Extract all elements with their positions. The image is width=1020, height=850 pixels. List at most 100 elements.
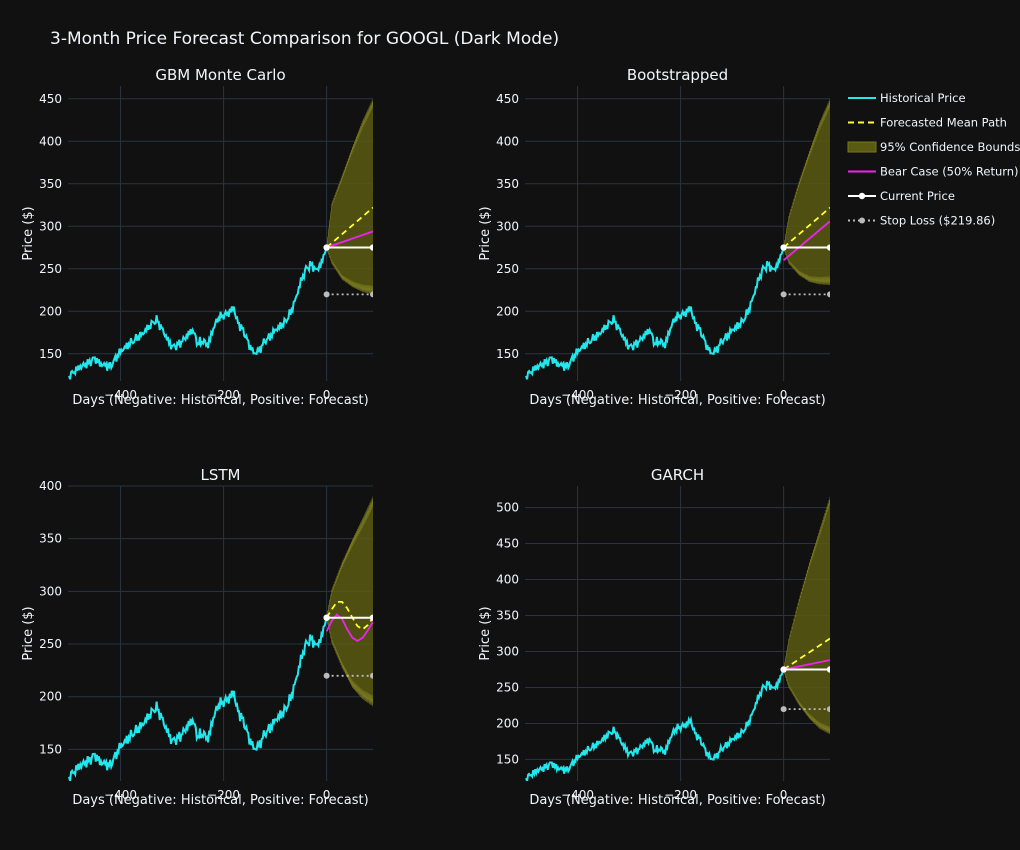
- x-tick-label: −200: [207, 388, 240, 402]
- x-tick-label: 0: [323, 788, 331, 802]
- subplot-title: GARCH: [651, 466, 704, 484]
- current-price-marker: [323, 244, 330, 251]
- bear-case-line: [326, 230, 373, 249]
- stop-loss-marker: [323, 672, 330, 679]
- x-tick-label: 0: [323, 388, 331, 402]
- y-tick-label: 200: [496, 304, 519, 318]
- legend-label: Bear Case (50% Return): [880, 165, 1019, 179]
- legend-item-stop[interactable]: Stop Loss ($219.86): [848, 214, 995, 228]
- current-price-marker: [826, 666, 830, 673]
- current-price-marker: [780, 244, 787, 251]
- y-tick-label: 300: [39, 219, 62, 233]
- stop-loss-marker: [323, 291, 330, 298]
- x-tick-label: −400: [561, 388, 594, 402]
- y-tick-label: 350: [496, 609, 519, 623]
- subplots: 150 200 250 300 350 400 450 −400 −200 0 GBM Monte …: [21, 66, 830, 808]
- legend-swatch: [847, 141, 877, 153]
- mean-path-line: [783, 206, 830, 249]
- stop-loss-marker: [370, 672, 373, 679]
- y-tick-label: 150: [39, 742, 62, 756]
- legend-label: Stop Loss ($219.86): [880, 214, 995, 228]
- y-tick-label: 250: [39, 262, 62, 276]
- historical-price-line: [68, 617, 328, 781]
- historical-price-line: [68, 247, 328, 380]
- historical-price-line: [525, 669, 785, 781]
- subplot-lstm: 150 200 250 300 350 400 −400 −200 0 LSTM Days (Neg…: [21, 466, 373, 808]
- mean-path-line: [326, 206, 373, 249]
- x-tick-label: −200: [664, 788, 697, 802]
- y-tick-label: 350: [39, 177, 62, 191]
- y-tick-label: 500: [496, 501, 519, 515]
- y-tick-label: 250: [496, 262, 519, 276]
- y-tick-label: 400: [39, 134, 62, 148]
- y-tick-label: 450: [496, 92, 519, 106]
- confidence-band: [783, 496, 830, 735]
- y-tick-label: 400: [496, 573, 519, 587]
- legend: Historical Price Forecasted Mean Path 95% …: [847, 91, 1020, 228]
- legend-item-band[interactable]: 95% Confidence Bounds: [847, 140, 1020, 154]
- stop-loss-marker: [827, 706, 830, 713]
- legend-label: Forecasted Mean Path: [880, 116, 1007, 130]
- legend-item-current[interactable]: Current Price: [848, 189, 955, 203]
- y-tick-label: 200: [39, 690, 62, 704]
- plot-area: [525, 496, 830, 781]
- stop-loss-marker: [780, 291, 787, 298]
- x-tick-label: −400: [561, 788, 594, 802]
- x-tick-label: −400: [104, 388, 137, 402]
- x-tick-label: 0: [780, 388, 788, 402]
- plot-area: [68, 98, 373, 380]
- x-tick-label: −400: [104, 788, 137, 802]
- current-price-marker: [780, 666, 787, 673]
- subplot-title: LSTM: [201, 466, 241, 484]
- stop-loss-marker: [780, 706, 787, 713]
- x-axis-label: Days (Negative: Historical, Positive: Fo…: [72, 393, 368, 408]
- legend-label: 95% Confidence Bounds: [880, 140, 1020, 154]
- y-tick-label: 250: [496, 680, 519, 694]
- historical-price-line: [525, 247, 785, 380]
- y-tick-label: 450: [496, 537, 519, 551]
- confidence-band: [326, 496, 373, 707]
- subplot-gbm-monte-carlo: 150 200 250 300 350 400 450 −400 −200 0 GBM Monte …: [21, 66, 373, 408]
- y-axis-label: Price ($): [21, 206, 36, 260]
- legend-label: Current Price: [880, 189, 955, 203]
- legend-item-historical[interactable]: Historical Price: [848, 91, 966, 105]
- x-tick-label: −200: [664, 388, 697, 402]
- y-tick-label: 300: [39, 584, 62, 598]
- subplot-title: Bootstrapped: [627, 66, 728, 84]
- x-tick-label: 0: [780, 788, 788, 802]
- legend-item-bear[interactable]: Bear Case (50% Return): [848, 165, 1019, 179]
- bear-case-line: [783, 659, 830, 671]
- stop-loss-marker: [370, 291, 373, 298]
- bear-case-line: [783, 220, 830, 261]
- y-axis-label: Price ($): [478, 606, 493, 660]
- y-tick-label: 350: [496, 177, 519, 191]
- y-tick-label: 200: [39, 304, 62, 318]
- subplot-garch: 150 200 250 300 350 400 450 500 −400 −200 0 GARCH Da…: [478, 466, 830, 808]
- y-tick-label: 200: [496, 716, 519, 730]
- y-tick-label: 250: [39, 637, 62, 651]
- current-price-marker: [369, 614, 373, 621]
- figure-title: 3-Month Price Forecast Comparison for GO…: [50, 29, 559, 49]
- mean-path-line: [325, 601, 373, 631]
- stop-loss-marker: [827, 291, 830, 298]
- legend-item-mean[interactable]: Forecasted Mean Path: [848, 116, 1007, 130]
- subplot-bootstrapped: 150 200 250 300 350 400 450 −400 −200 0 Bootstrapp…: [478, 66, 830, 408]
- y-tick-label: 300: [496, 219, 519, 233]
- y-tick-label: 400: [39, 479, 62, 493]
- current-price-marker: [323, 614, 330, 621]
- x-axis-label: Days (Negative: Historical, Positive: Fo…: [529, 393, 825, 408]
- plot-area: [525, 98, 830, 380]
- y-tick-label: 300: [496, 644, 519, 658]
- x-tick-label: −200: [207, 788, 240, 802]
- current-price-marker: [369, 244, 373, 251]
- confidence-band: [326, 98, 373, 295]
- y-tick-label: 150: [39, 347, 62, 361]
- y-tick-label: 450: [39, 92, 62, 106]
- y-axis-label: Price ($): [21, 606, 36, 660]
- y-tick-label: 400: [496, 134, 519, 148]
- legend-swatch-marker: [858, 192, 866, 200]
- legend-swatch-marker: [859, 217, 865, 224]
- y-tick-label: 150: [496, 752, 519, 766]
- x-axis-label: Days (Negative: Historical, Positive: Fo…: [529, 793, 825, 808]
- x-axis-label: Days (Negative: Historical, Positive: Fo…: [72, 793, 368, 808]
